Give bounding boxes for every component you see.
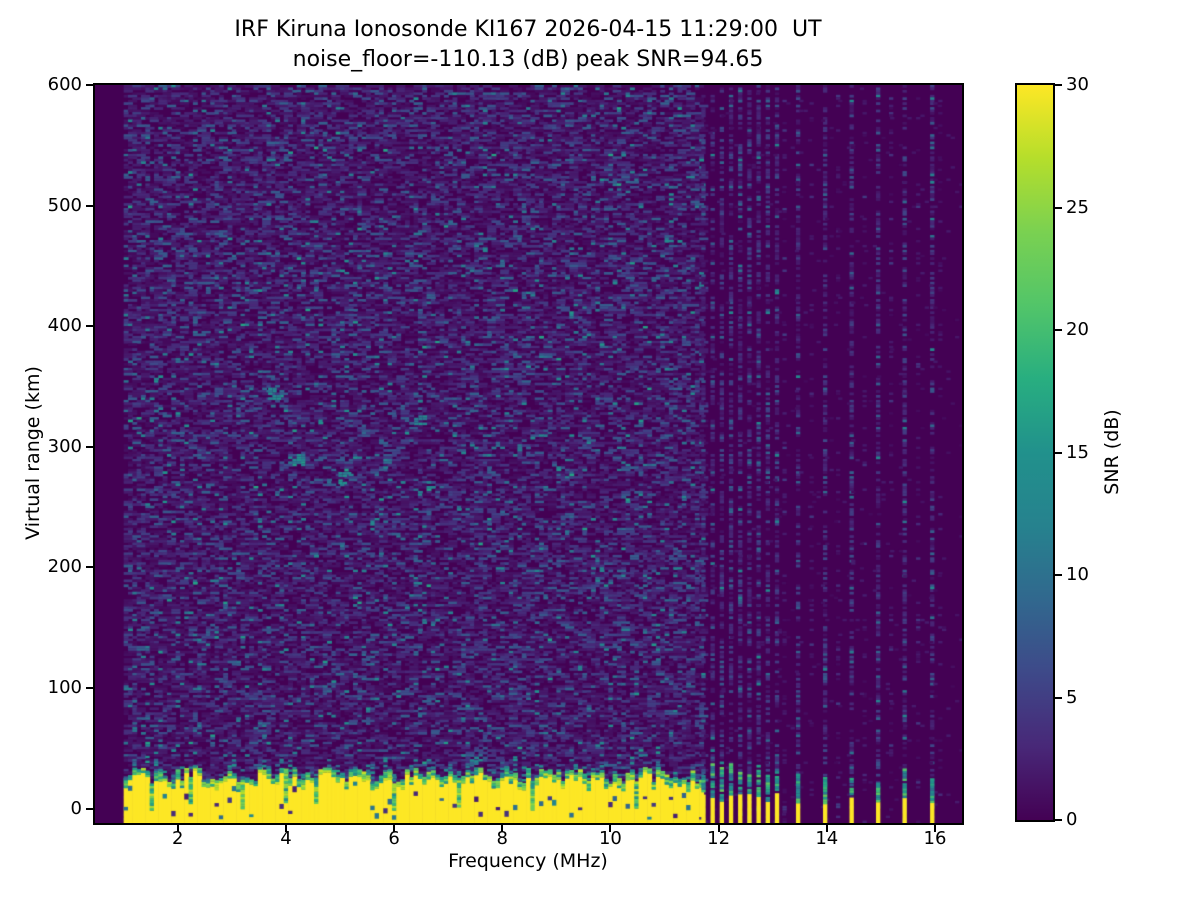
y-tick-mark	[86, 807, 93, 810]
colorbar-tick-label: 20	[1066, 319, 1089, 340]
colorbar-tick-label: 0	[1066, 809, 1078, 830]
y-tick-label: 600	[47, 74, 82, 95]
colorbar-tick-mark	[1055, 206, 1062, 209]
x-tick-label: 14	[815, 828, 839, 849]
colorbar-tick-mark	[1055, 819, 1062, 821]
colorbar-tick-label: 10	[1066, 564, 1089, 585]
x-tick-label: 4	[280, 828, 292, 849]
y-tick-label: 400	[47, 315, 82, 337]
y-tick-label: 0	[70, 797, 82, 819]
x-tick-label: 8	[496, 828, 508, 849]
y-tick-mark	[86, 204, 93, 207]
colorbar-tick-label: 5	[1066, 686, 1078, 708]
y-tick-mark	[86, 445, 93, 448]
colorbar-gradient	[1017, 85, 1053, 820]
x-tick-mark	[176, 825, 179, 832]
x-axis-label: Frequency (MHz)	[448, 850, 608, 872]
x-tick-mark	[501, 825, 504, 832]
y-tick-mark	[86, 325, 93, 328]
chart-subtitle: noise_floor=-110.13 (dB) peak SNR=94.65	[292, 47, 764, 72]
y-tick-mark	[86, 84, 93, 86]
y-tick-mark	[86, 686, 93, 689]
y-tick-mark	[86, 566, 93, 569]
y-tick-label: 300	[47, 435, 82, 457]
x-tick-mark	[393, 825, 396, 832]
colorbar-tick-mark	[1055, 451, 1062, 454]
x-tick-mark	[825, 825, 828, 832]
x-tick-mark	[933, 825, 936, 832]
ionogram-heatmap	[95, 85, 962, 823]
y-tick-label: 100	[47, 676, 82, 698]
y-tick-label: 200	[47, 556, 82, 578]
x-tick-label: 10	[598, 828, 622, 849]
colorbar-label: SNR (dB)	[1101, 409, 1123, 495]
x-tick-label: 6	[388, 828, 400, 849]
colorbar-tick-label: 30	[1066, 74, 1089, 95]
x-tick-mark	[717, 825, 720, 832]
colorbar-tick-mark	[1055, 696, 1062, 699]
chart-title: IRF Kiruna Ionosonde KI167 2026-04-15 11…	[234, 17, 822, 42]
x-tick-label: 12	[707, 828, 731, 849]
x-tick-mark	[284, 825, 287, 832]
colorbar-tick-mark	[1055, 329, 1062, 331]
y-tick-label: 500	[47, 194, 82, 216]
x-tick-label: 2	[172, 828, 184, 849]
x-tick-label: 16	[923, 828, 947, 849]
colorbar-tick-mark	[1055, 574, 1062, 576]
colorbar-tick-label: 15	[1066, 441, 1089, 463]
colorbar-tick-mark	[1055, 84, 1062, 86]
x-tick-mark	[609, 825, 612, 832]
colorbar-tick-label: 25	[1066, 196, 1089, 218]
